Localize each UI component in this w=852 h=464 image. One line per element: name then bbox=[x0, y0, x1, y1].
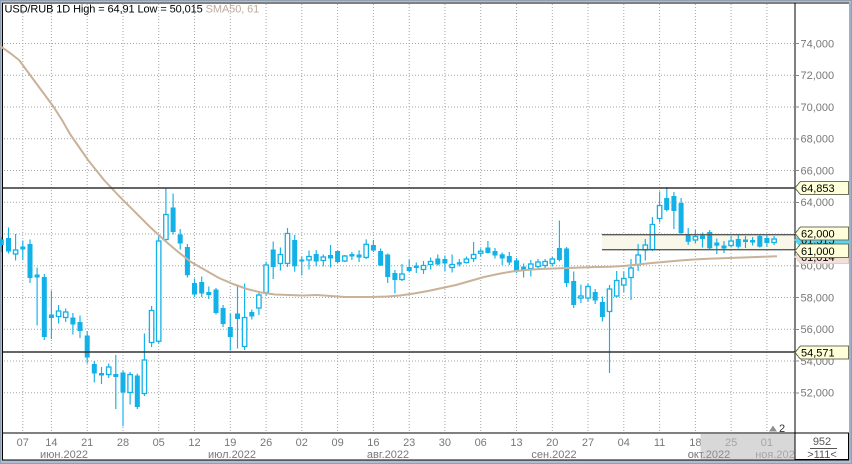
svg-text:54,571: 54,571 bbox=[801, 348, 835, 360]
svg-text:авг.2022: авг.2022 bbox=[367, 449, 409, 461]
svg-text:09: 09 bbox=[331, 437, 343, 449]
svg-text:56,000: 56,000 bbox=[801, 324, 835, 336]
svg-text:26: 26 bbox=[260, 437, 272, 449]
svg-text:21: 21 bbox=[81, 437, 93, 449]
svg-text:12: 12 bbox=[188, 437, 200, 449]
svg-text:05: 05 bbox=[153, 437, 165, 449]
svg-text:>111<: >111< bbox=[807, 449, 837, 461]
svg-text:74,000: 74,000 bbox=[801, 38, 835, 50]
svg-text:66,000: 66,000 bbox=[801, 165, 835, 177]
svg-text:04: 04 bbox=[618, 437, 630, 449]
svg-text:30: 30 bbox=[439, 437, 451, 449]
svg-text:952: 952 bbox=[813, 436, 831, 448]
svg-text:58,000: 58,000 bbox=[801, 292, 835, 304]
svg-text:62,000: 62,000 bbox=[801, 229, 835, 241]
svg-text:USD/RUB 1D High = 64,91 Low =: USD/RUB 1D High = 64,91 Low = 50,015 SMA… bbox=[5, 4, 260, 16]
svg-text:64,853: 64,853 bbox=[801, 183, 835, 195]
svg-text:июн.2022: июн.2022 bbox=[40, 449, 88, 461]
svg-text:13: 13 bbox=[510, 437, 522, 449]
svg-text:02: 02 bbox=[296, 437, 308, 449]
svg-text:2: 2 bbox=[779, 423, 785, 435]
svg-text:25: 25 bbox=[725, 437, 737, 449]
svg-text:19: 19 bbox=[224, 437, 236, 449]
svg-text:июл.2022: июл.2022 bbox=[208, 449, 256, 461]
svg-text:14: 14 bbox=[45, 437, 57, 449]
svg-text:18: 18 bbox=[689, 437, 701, 449]
svg-text:07: 07 bbox=[17, 437, 29, 449]
svg-text:16: 16 bbox=[367, 437, 379, 449]
svg-text:72,000: 72,000 bbox=[801, 70, 835, 82]
svg-text:окт.2022: окт.2022 bbox=[688, 449, 730, 461]
svg-text:27: 27 bbox=[582, 437, 594, 449]
svg-text:64,000: 64,000 bbox=[801, 197, 835, 209]
svg-text:28: 28 bbox=[117, 437, 129, 449]
svg-text:01: 01 bbox=[761, 437, 773, 449]
svg-text:11: 11 bbox=[654, 437, 665, 449]
svg-text:70,000: 70,000 bbox=[801, 102, 835, 114]
svg-text:06: 06 bbox=[475, 437, 487, 449]
svg-text:61,000: 61,000 bbox=[801, 246, 835, 258]
svg-text:сен.2022: сен.2022 bbox=[531, 449, 576, 461]
svg-text:ноя.202: ноя.202 bbox=[755, 449, 795, 461]
svg-text:23: 23 bbox=[403, 437, 415, 449]
svg-text:68,000: 68,000 bbox=[801, 134, 835, 146]
svg-text:20: 20 bbox=[546, 437, 558, 449]
svg-text:52,000: 52,000 bbox=[801, 388, 835, 400]
